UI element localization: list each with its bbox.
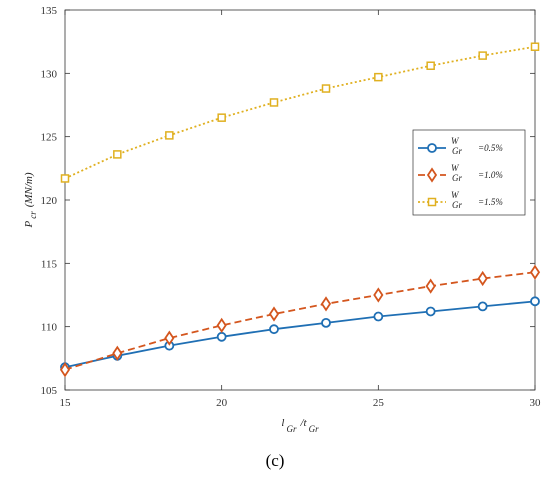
y-tick-label: 120 xyxy=(41,195,58,207)
y-tick-label: 130 xyxy=(41,68,58,80)
legend-label-value: =0.5% xyxy=(478,143,503,153)
data-point xyxy=(373,311,384,322)
legend-label-main: W xyxy=(451,136,460,146)
y-tick-label: 135 xyxy=(41,5,58,17)
x-tick-label: 15 xyxy=(60,397,72,409)
data-point xyxy=(530,42,540,51)
data-point xyxy=(269,324,279,335)
series-2 xyxy=(59,264,541,378)
legend-label-main: W xyxy=(451,190,460,200)
data-point xyxy=(217,113,226,122)
y-axis-label: Pcr (MN/m) xyxy=(23,172,38,228)
y-axis-label-unit: (MN/m) xyxy=(23,172,35,207)
x-tick-label: 25 xyxy=(373,397,385,409)
data-point xyxy=(321,84,331,93)
data-point xyxy=(321,317,331,328)
legend-entry-1: WGr =0.5% xyxy=(418,136,503,156)
data-point xyxy=(425,306,436,317)
data-point xyxy=(112,345,123,361)
data-point xyxy=(478,51,487,60)
y-tick-label: 110 xyxy=(41,322,58,334)
series-line xyxy=(64,300,536,369)
data-point xyxy=(426,61,435,70)
panel-label: (c) xyxy=(266,451,285,470)
legend: WGr =0.5%WGr =1.0%WGr =1.5% xyxy=(412,129,526,216)
y-tick-label: 115 xyxy=(41,258,58,270)
legend-label-sub: Gr xyxy=(452,200,462,210)
legend-label-value: =1.0% xyxy=(478,170,503,180)
data-point xyxy=(216,331,227,342)
data-point xyxy=(477,301,488,312)
y-ticks: 105 110 115 120 125 130 135 xyxy=(41,5,535,397)
series-line xyxy=(64,45,536,180)
x-axis-label-sub1: Gr xyxy=(286,424,296,434)
y-axis-label-sub: cr xyxy=(28,211,38,219)
data-point xyxy=(529,264,541,280)
legend-label-sub: Gr xyxy=(452,173,462,183)
x-tick-label: 20 xyxy=(216,397,228,409)
legend-marker xyxy=(426,167,438,183)
x-axis-label: l Gr/t Gr xyxy=(281,417,319,434)
data-point xyxy=(320,296,332,312)
data-point xyxy=(59,362,71,378)
data-point xyxy=(164,330,175,346)
data-point xyxy=(425,278,436,294)
data-point xyxy=(373,287,384,303)
x-tick-label: 30 xyxy=(530,397,542,409)
x-ticks: 15 20 25 30 xyxy=(60,10,542,409)
x-axis-label-sub2: Gr xyxy=(309,424,319,434)
legend-entry-3: WGr =1.5% xyxy=(418,190,503,210)
legend-label-main: W xyxy=(451,163,460,173)
y-axis-label-main: P xyxy=(23,221,35,229)
data-point xyxy=(268,306,280,322)
series-layer xyxy=(59,42,541,378)
data-point xyxy=(530,296,540,307)
series-line xyxy=(64,271,536,371)
x-axis-label-part2: /t xyxy=(299,417,307,429)
data-point xyxy=(477,270,488,287)
data-point xyxy=(165,131,174,140)
data-point xyxy=(113,150,122,159)
series-3 xyxy=(60,42,540,183)
data-point xyxy=(374,72,383,82)
data-point xyxy=(60,174,70,183)
x-axis-label-part1: l xyxy=(281,417,284,429)
legend-label-value: =1.5% xyxy=(478,197,503,207)
data-point xyxy=(216,317,227,334)
data-point xyxy=(269,98,279,107)
legend-label-sub: Gr xyxy=(452,146,462,156)
y-tick-label: 125 xyxy=(41,132,58,144)
legend-entry-2: WGr =1.0% xyxy=(418,163,503,183)
legend-marker xyxy=(427,143,437,153)
legend-marker xyxy=(427,197,437,207)
y-tick-label: 105 xyxy=(41,385,58,397)
